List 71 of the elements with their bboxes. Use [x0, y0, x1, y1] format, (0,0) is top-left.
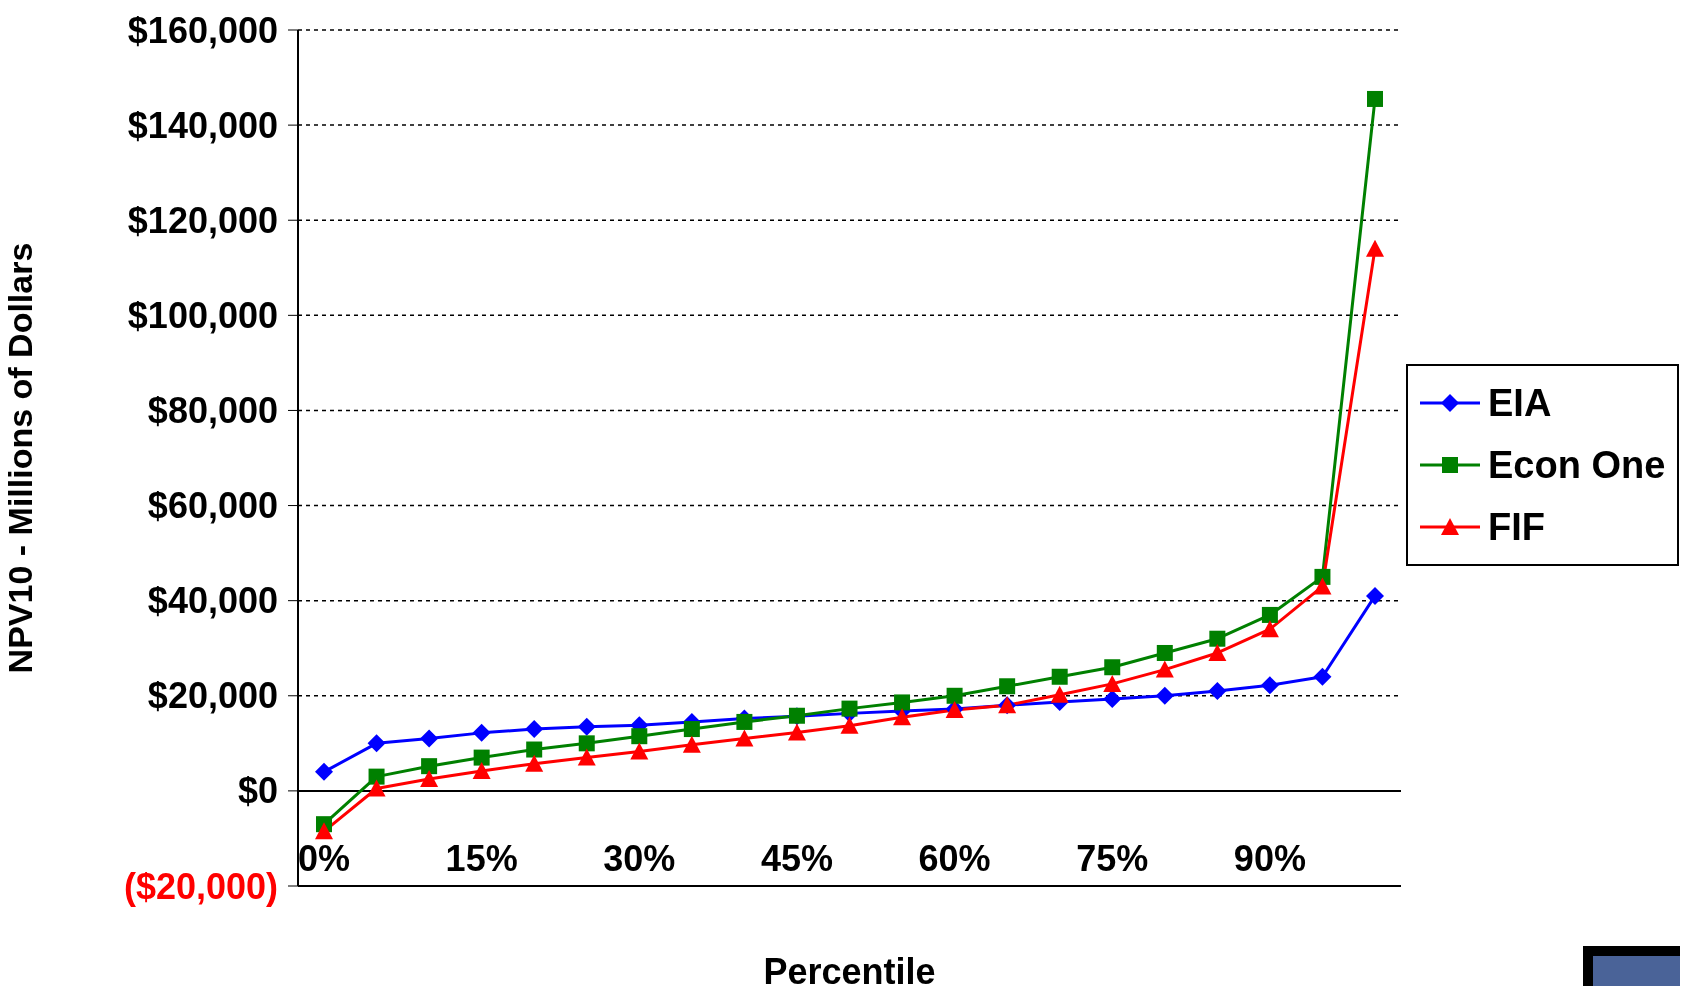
y-tick-label: $120,000	[127, 199, 278, 241]
point	[1208, 682, 1227, 701]
x-axis-title: Percentile	[763, 951, 936, 992]
point	[367, 734, 386, 753]
x-tick-label: 45%	[760, 837, 833, 879]
point	[315, 762, 333, 781]
point	[1209, 630, 1226, 647]
x-tick-label: 30%	[603, 837, 676, 879]
point	[526, 741, 543, 758]
legend-label: EIA	[1488, 381, 1552, 425]
y-tick-label: $40,000	[147, 580, 278, 622]
point	[1208, 643, 1227, 661]
point	[946, 687, 963, 704]
point	[420, 770, 439, 787]
x-tick-label: 60%	[918, 837, 991, 879]
point	[367, 779, 386, 797]
x-tick-label: 15%	[445, 837, 518, 879]
point	[630, 742, 649, 760]
y-tick-label: ($20,000)	[123, 865, 278, 907]
point	[525, 720, 544, 739]
x-tick-label: 0%	[297, 837, 351, 879]
point	[1367, 90, 1383, 107]
y-tick-label: $160,000	[127, 9, 278, 51]
x-tick-label: 75%	[1076, 837, 1149, 879]
point	[683, 721, 700, 738]
point	[1156, 644, 1173, 661]
point	[1103, 690, 1122, 709]
y-tick-label: $60,000	[147, 485, 278, 527]
x-tick-label: 90%	[1233, 837, 1306, 879]
y-axis-title: NPV10 - Millions of Dollars	[1, 242, 40, 674]
point	[1313, 667, 1332, 686]
point	[315, 822, 333, 840]
point	[368, 768, 385, 785]
point	[577, 748, 596, 766]
point	[472, 723, 491, 742]
y-tick-label: $140,000	[127, 104, 278, 146]
point	[736, 713, 753, 730]
legend-label: FIF	[1488, 505, 1545, 549]
point	[1103, 674, 1122, 692]
point	[578, 735, 595, 752]
point	[1260, 676, 1279, 695]
point	[420, 729, 439, 748]
point	[894, 694, 911, 711]
point	[840, 716, 859, 734]
point	[841, 700, 858, 717]
point	[999, 678, 1016, 695]
point	[1366, 239, 1384, 257]
point	[787, 723, 806, 741]
point	[893, 708, 912, 726]
legend-label: Econ One	[1488, 443, 1666, 487]
point	[1313, 577, 1332, 595]
point	[1155, 660, 1174, 678]
point	[1261, 606, 1278, 623]
y-tick-label: $80,000	[147, 389, 278, 431]
point	[525, 754, 544, 772]
point	[1260, 620, 1279, 638]
y-tick-label: $100,000	[127, 294, 278, 336]
point	[735, 729, 754, 747]
point	[1104, 659, 1121, 676]
point	[473, 749, 490, 766]
point	[1366, 586, 1384, 605]
point	[1050, 685, 1069, 703]
point	[631, 728, 648, 745]
y-tick-label: $20,000	[147, 675, 278, 717]
y-tick-label: $0	[237, 770, 278, 812]
point	[421, 758, 438, 775]
point	[1155, 686, 1174, 705]
point	[577, 717, 596, 736]
point	[682, 735, 701, 753]
point	[472, 761, 491, 779]
point	[1051, 668, 1068, 685]
